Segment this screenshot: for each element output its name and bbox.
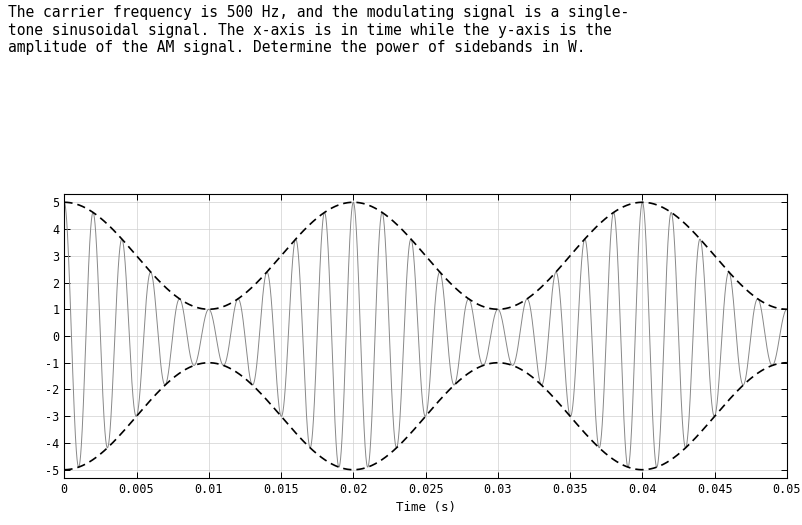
X-axis label: Time (s): Time (s) (395, 501, 455, 514)
Text: The carrier frequency is 500 Hz, and the modulating signal is a single-
tone sin: The carrier frequency is 500 Hz, and the… (8, 5, 629, 55)
